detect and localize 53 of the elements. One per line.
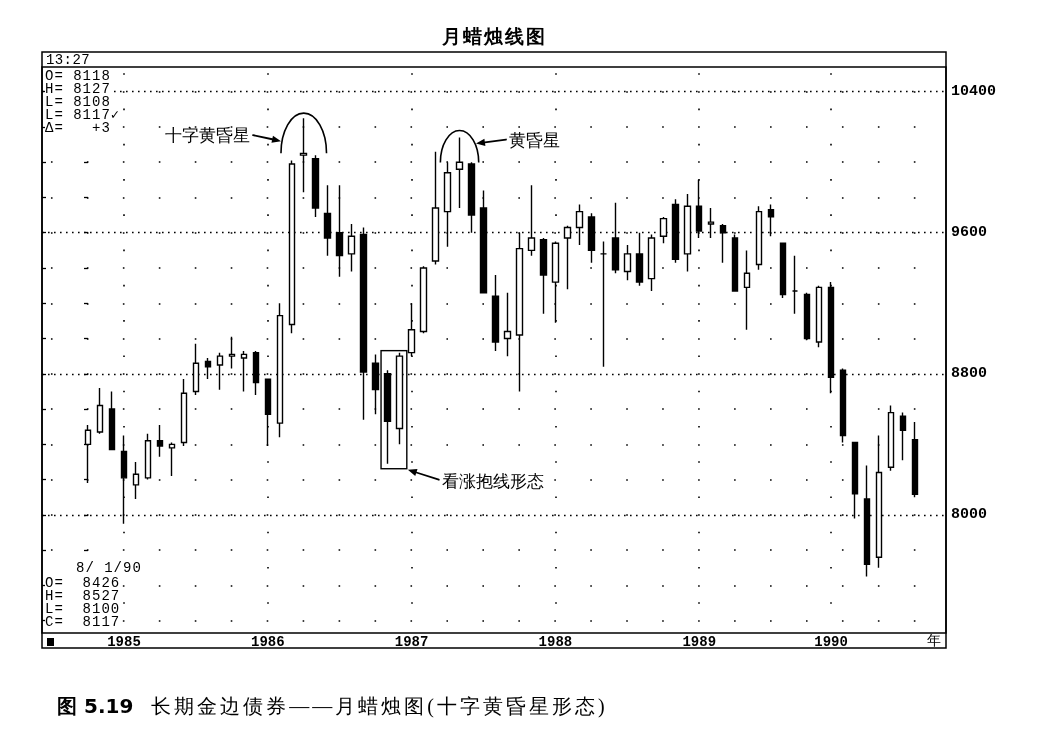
- candlestick: [491, 274, 500, 352]
- candlestick: [815, 284, 823, 349]
- y-tick-label: 9600: [951, 224, 988, 242]
- candlestick: [180, 378, 188, 447]
- annotation: L= 8117✓: [45, 107, 121, 123]
- annotation: H= 8527: [45, 588, 121, 604]
- candlestick: [96, 387, 104, 435]
- candlestick: [779, 242, 787, 299]
- annotation: H= 8127: [45, 81, 111, 97]
- candlestick: [743, 249, 751, 331]
- candlestick: [503, 291, 512, 357]
- candlestick: [791, 254, 799, 315]
- candlestick: [899, 411, 907, 461]
- candlestick: [299, 117, 308, 193]
- x-tick-label: 1986: [250, 634, 285, 650]
- y-tick-label: 8800: [951, 365, 988, 383]
- candlestick: [539, 237, 548, 315]
- annotation: Δ= +3: [45, 120, 111, 136]
- x-tick-label: 1987: [394, 634, 429, 650]
- candlestick: [168, 441, 176, 477]
- annotation: L= 8108: [45, 94, 111, 110]
- annotation: 13:27: [46, 52, 91, 68]
- x-tick-label: 1990: [814, 634, 848, 650]
- candlestick: [635, 232, 644, 287]
- x-tick-label: 1989: [682, 634, 717, 650]
- candlestick: [623, 244, 632, 282]
- candlestick: [887, 404, 895, 472]
- y-tick-label: 10400: [951, 83, 997, 101]
- annotation: O= 8118: [45, 68, 111, 84]
- x-axis-title: 年: [927, 632, 941, 648]
- caption: 图 5.19 长期金边债券——月蜡烛图(十字黄昏星形态): [57, 694, 608, 718]
- annotation: C= 8117: [45, 614, 121, 630]
- candlestick: [228, 336, 236, 370]
- chart-title: 月蜡烛线图: [441, 25, 547, 47]
- annotation: 看涨抱线形态: [441, 470, 544, 491]
- candlestick: [108, 390, 116, 451]
- candlestick: [156, 424, 164, 458]
- annotation: L= 8100: [45, 601, 121, 617]
- x-tick-label: 1988: [538, 634, 573, 650]
- candlestick: [132, 461, 140, 500]
- candlestick: [144, 433, 152, 481]
- x-tick-label: 1985: [107, 634, 141, 650]
- candlestick: [647, 233, 656, 292]
- y-tick-label: 8000: [951, 506, 988, 524]
- candlestick: [419, 265, 428, 334]
- annotation: 8/ 1/90: [76, 560, 142, 576]
- candlestick: [599, 240, 608, 368]
- annotation: O= 8426: [45, 575, 121, 591]
- candlestick: [911, 421, 919, 498]
- candlestick: [311, 154, 320, 218]
- annotation: 黄昏星: [508, 129, 560, 150]
- candlestick: [455, 136, 464, 209]
- annotation: 十字黄昏星: [165, 125, 251, 146]
